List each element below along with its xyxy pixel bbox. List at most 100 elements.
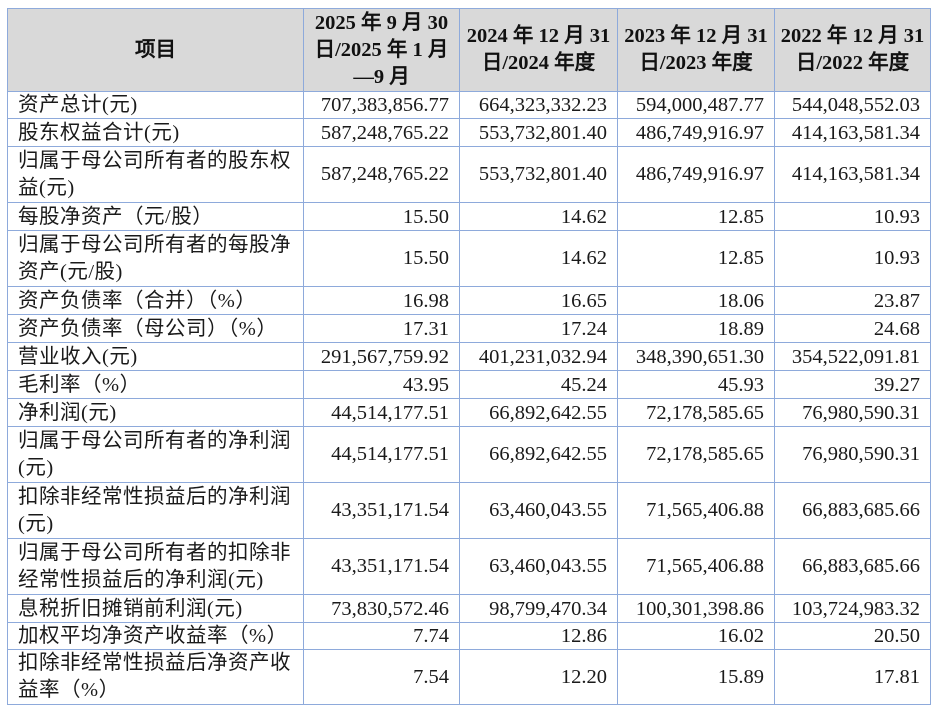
table-row: 归属于母公司所有者的扣除非经常性损益后的净利润(元) 43,351,171.54 6… [7, 538, 931, 595]
row-label: 资产负债率（母公司）（%） [7, 314, 304, 343]
row-value: 18.06 [617, 286, 775, 315]
row-value: 12.85 [617, 230, 775, 287]
row-label: 扣除非经常性损益后的净利润(元) [7, 482, 304, 539]
row-label: 归属于母公司所有者的净利润(元) [7, 426, 304, 483]
row-value: 10.93 [774, 230, 931, 287]
row-label: 资产总计(元) [7, 91, 304, 119]
row-value: 76,980,590.31 [774, 426, 931, 483]
row-value: 71,565,406.88 [617, 482, 775, 539]
table-row: 扣除非经常性损益后净资产收益率（%） 7.54 12.20 15.89 17.81 [7, 649, 931, 705]
row-value: 707,383,856.77 [303, 91, 460, 119]
row-value: 10.93 [774, 202, 931, 231]
table-row: 加权平均净资产收益率（%） 7.74 12.86 16.02 20.50 [7, 622, 931, 650]
row-value: 66,883,685.66 [774, 482, 931, 539]
row-value: 12.85 [617, 202, 775, 231]
row-value: 24.68 [774, 314, 931, 343]
row-label: 归属于母公司所有者的扣除非经常性损益后的净利润(元) [7, 538, 304, 595]
row-value: 14.62 [459, 230, 618, 287]
row-value: 45.24 [459, 370, 618, 399]
financial-summary-table: 项目 2025 年 9 月 30 日/2025 年 1 月—9 月 2024 年… [7, 8, 931, 705]
row-value: 76,980,590.31 [774, 398, 931, 427]
row-value: 553,732,801.40 [459, 146, 618, 203]
row-value: 12.86 [459, 622, 618, 650]
header-period-2024: 2024 年 12 月 31 日/2024 年度 [459, 8, 618, 92]
table-row: 归属于母公司所有者的净利润(元) 44,514,177.51 66,892,642.… [7, 426, 931, 483]
row-label: 归属于母公司所有者的股东权益(元) [7, 146, 304, 203]
row-label: 营业收入(元) [7, 342, 304, 371]
table-row: 扣除非经常性损益后的净利润(元) 43,351,171.54 63,460,043.… [7, 482, 931, 539]
row-label: 净利润(元) [7, 398, 304, 427]
row-value: 587,248,765.22 [303, 146, 460, 203]
row-value: 73,830,572.46 [303, 594, 460, 623]
row-value: 17.31 [303, 314, 460, 343]
header-item: 项目 [7, 8, 304, 92]
row-value: 348,390,651.30 [617, 342, 775, 371]
row-value: 354,522,091.81 [774, 342, 931, 371]
row-value: 14.62 [459, 202, 618, 231]
row-value: 18.89 [617, 314, 775, 343]
row-label: 扣除非经常性损益后净资产收益率（%） [7, 649, 304, 705]
row-value: 43.95 [303, 370, 460, 399]
row-label: 毛利率（%） [7, 370, 304, 399]
row-value: 594,000,487.77 [617, 91, 775, 119]
row-label: 归属于母公司所有者的每股净资产(元/股) [7, 230, 304, 287]
row-value: 17.81 [774, 649, 931, 705]
row-value: 15.50 [303, 230, 460, 287]
row-value: 71,565,406.88 [617, 538, 775, 595]
table-row: 归属于母公司所有者的股东权益(元) 587,248,765.22 553,732,8… [7, 146, 931, 203]
row-value: 44,514,177.51 [303, 426, 460, 483]
row-value: 401,231,032.94 [459, 342, 618, 371]
header-period-2025q3: 2025 年 9 月 30 日/2025 年 1 月—9 月 [303, 8, 460, 92]
row-value: 63,460,043.55 [459, 538, 618, 595]
table-row: 资产总计(元) 707,383,856.77 664,323,332.23 594,0… [7, 91, 931, 119]
row-label: 息税折旧摊销前利润(元) [7, 594, 304, 623]
row-label: 每股净资产（元/股） [7, 202, 304, 231]
row-value: 7.54 [303, 649, 460, 705]
row-value: 43,351,171.54 [303, 538, 460, 595]
table-body: 资产总计(元) 707,383,856.77 664,323,332.23 594,0… [7, 91, 931, 705]
row-value: 20.50 [774, 622, 931, 650]
row-value: 15.50 [303, 202, 460, 231]
row-value: 66,892,642.55 [459, 426, 618, 483]
row-value: 544,048,552.03 [774, 91, 931, 119]
row-value: 44,514,177.51 [303, 398, 460, 427]
row-value: 486,749,916.97 [617, 146, 775, 203]
row-value: 66,892,642.55 [459, 398, 618, 427]
row-value: 664,323,332.23 [459, 91, 618, 119]
row-label: 加权平均净资产收益率（%） [7, 622, 304, 650]
row-label: 资产负债率（合并）（%） [7, 286, 304, 315]
row-value: 43,351,171.54 [303, 482, 460, 539]
row-value: 100,301,398.86 [617, 594, 775, 623]
header-period-2022: 2022 年 12 月 31 日/2022 年度 [774, 8, 931, 92]
table-row: 净利润(元) 44,514,177.51 66,892,642.55 72,178,5… [7, 398, 931, 427]
table-row: 每股净资产（元/股） 15.50 14.62 12.85 10.93 [7, 202, 931, 231]
row-value: 16.65 [459, 286, 618, 315]
row-value: 66,883,685.66 [774, 538, 931, 595]
row-value: 63,460,043.55 [459, 482, 618, 539]
table-row: 息税折旧摊销前利润(元) 73,830,572.46 98,799,470.34 10… [7, 594, 931, 623]
row-value: 12.20 [459, 649, 618, 705]
table-row: 毛利率（%） 43.95 45.24 45.93 39.27 [7, 370, 931, 399]
row-value: 16.98 [303, 286, 460, 315]
row-value: 587,248,765.22 [303, 118, 460, 147]
table-row: 资产负债率（母公司）（%） 17.31 17.24 18.89 24.68 [7, 314, 931, 343]
row-value: 45.93 [617, 370, 775, 399]
row-value: 414,163,581.34 [774, 118, 931, 147]
header-row: 项目 2025 年 9 月 30 日/2025 年 1 月—9 月 2024 年… [7, 8, 931, 92]
header-period-2023: 2023 年 12 月 31 日/2023 年度 [617, 8, 775, 92]
row-value: 16.02 [617, 622, 775, 650]
row-value: 7.74 [303, 622, 460, 650]
row-value: 414,163,581.34 [774, 146, 931, 203]
row-value: 17.24 [459, 314, 618, 343]
table-header: 项目 2025 年 9 月 30 日/2025 年 1 月—9 月 2024 年… [7, 8, 931, 92]
row-value: 98,799,470.34 [459, 594, 618, 623]
table-row: 股东权益合计(元) 587,248,765.22 553,732,801.40 486… [7, 118, 931, 147]
row-value: 72,178,585.65 [617, 398, 775, 427]
row-value: 103,724,983.32 [774, 594, 931, 623]
table-row: 营业收入(元) 291,567,759.92 401,231,032.94 348,3… [7, 342, 931, 371]
row-value: 23.87 [774, 286, 931, 315]
row-value: 486,749,916.97 [617, 118, 775, 147]
row-value: 291,567,759.92 [303, 342, 460, 371]
row-value: 553,732,801.40 [459, 118, 618, 147]
row-label: 股东权益合计(元) [7, 118, 304, 147]
